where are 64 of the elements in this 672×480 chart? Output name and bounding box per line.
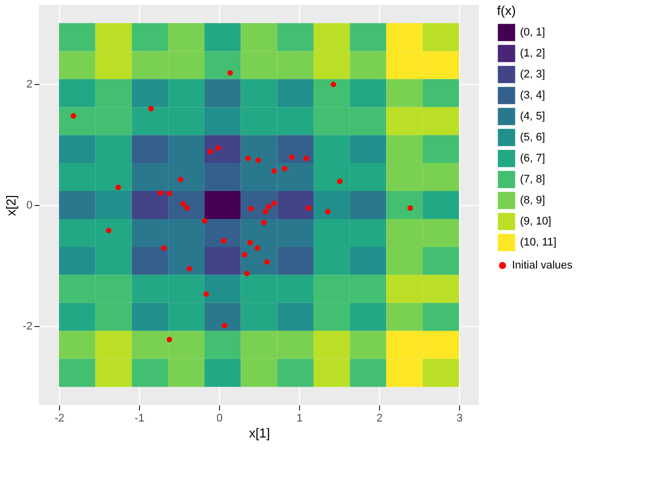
x-axis-title: x[1] [249,426,270,440]
point [221,238,227,244]
x-tick-label: -2 [54,412,64,424]
point [337,178,343,184]
point [262,208,268,214]
color-bar-label: (3, 4] [520,90,546,102]
y-axis-title: x[2] [4,195,19,216]
x-tick-label: 1 [296,412,303,424]
point [184,205,190,211]
y-tick-label: -2 [22,320,32,333]
point [161,245,167,251]
point [115,184,121,190]
point [330,82,336,88]
point [271,168,277,174]
point [407,205,413,211]
point [158,190,164,196]
legend-label: Initial values [512,260,574,272]
color-bar-label: (0, 1] [520,26,546,38]
point [289,154,295,160]
point [166,190,172,196]
color-bar-label: (6, 7] [520,152,546,164]
point [261,220,267,226]
point [215,145,221,151]
point [271,200,277,206]
y-tick-label: 0 [26,200,32,212]
color-bar-label: (1, 2] [520,48,546,60]
point [264,259,270,265]
y-tick-label: 2 [26,78,32,90]
color-bar-label: (9, 10] [520,216,552,228]
point [248,206,254,212]
point [242,252,248,258]
point [244,270,250,276]
x-tick-label: 0 [216,412,223,424]
color-bar-label: (8, 9] [520,194,546,206]
point [282,166,288,172]
point [186,266,192,272]
point [303,156,309,162]
point [266,204,272,210]
color-bar-title: f(x) [497,3,516,18]
point [203,291,209,297]
point [254,245,260,251]
point [202,218,208,224]
point [306,205,312,211]
point [245,156,251,162]
point [178,176,184,182]
point [247,240,253,246]
point [325,208,331,214]
point [222,322,228,328]
point [255,157,261,163]
color-bar-label: (4, 5] [520,110,546,122]
point [106,228,112,234]
point [70,113,76,119]
point [227,70,233,76]
color-bar-label: (10, 11] [520,236,556,248]
point [166,336,172,342]
point [148,106,154,112]
x-tick-label: 2 [376,412,383,424]
color-bar-label: (7, 8] [520,174,546,186]
x-tick-label: 3 [456,412,463,424]
point [207,148,213,154]
color-bar-label: (5, 6] [520,132,546,144]
x-tick-label: -1 [134,412,144,424]
point [180,201,186,207]
color-bar-label: (2, 3] [520,68,546,80]
